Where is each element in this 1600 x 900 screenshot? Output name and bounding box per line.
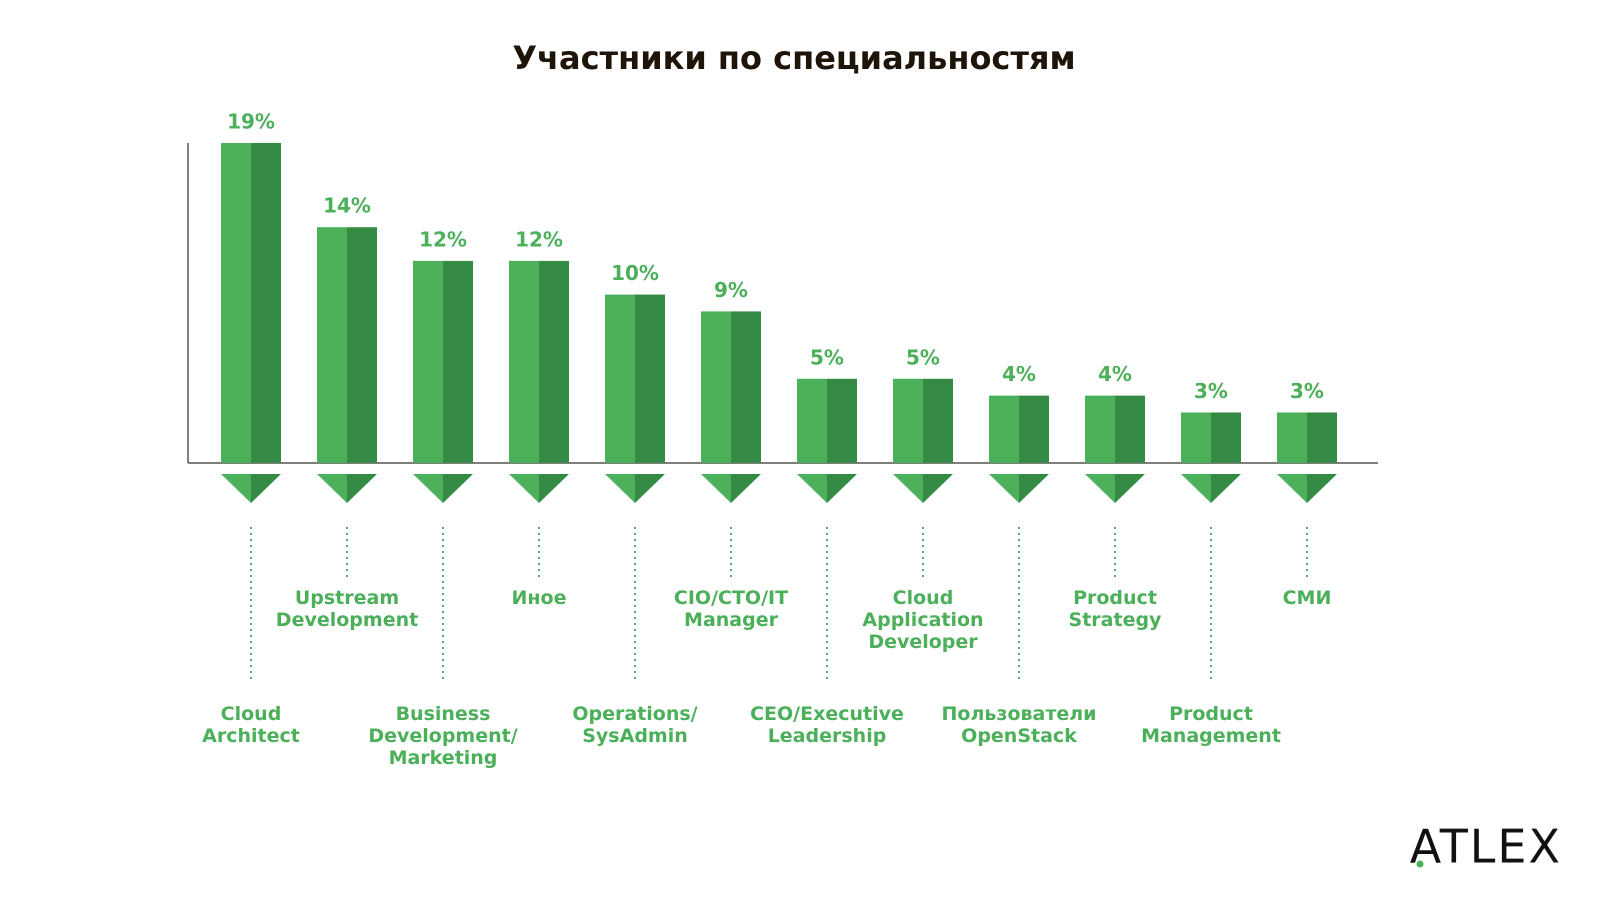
pointer	[347, 474, 377, 503]
bar-half	[539, 260, 569, 463]
pointer	[989, 474, 1019, 503]
value-label: 4%	[1098, 362, 1132, 386]
pointer	[1307, 474, 1337, 503]
pointer	[731, 474, 761, 503]
x-tick-label: Business Development/ Marketing	[368, 703, 518, 769]
value-label: 5%	[810, 345, 844, 369]
pointer	[509, 474, 539, 503]
pointer	[797, 474, 827, 503]
pointer	[923, 474, 953, 503]
bar-half	[413, 260, 443, 463]
bar-half	[1085, 395, 1115, 463]
bar-half	[827, 378, 857, 463]
pointer	[635, 474, 665, 503]
pointer	[539, 474, 569, 503]
bar	[317, 227, 377, 463]
value-label: 12%	[515, 227, 563, 251]
x-tick-label: Cloud Architect	[202, 703, 300, 747]
bar	[1085, 395, 1145, 463]
bar-half	[1277, 412, 1307, 463]
x-tick-label: CEO/Executive Leadership	[750, 703, 904, 747]
pointer	[251, 474, 281, 503]
pointer	[1211, 474, 1241, 503]
bar-half	[1115, 395, 1145, 463]
logo: ATLEX	[1410, 820, 1562, 874]
pointer	[701, 474, 731, 503]
pointer	[317, 474, 347, 503]
pointer	[1085, 474, 1115, 503]
bar-half	[1019, 395, 1049, 463]
pointer	[1115, 474, 1145, 503]
x-tick-label: Иное	[511, 587, 567, 609]
x-tick-label: Product Management	[1141, 703, 1281, 747]
bar-half	[923, 378, 953, 463]
value-label: 19%	[227, 110, 275, 134]
bar	[893, 378, 953, 463]
value-label: 12%	[419, 227, 467, 251]
pointer	[1277, 474, 1307, 503]
pointer	[827, 474, 857, 503]
x-tick-label: Upstream Development	[275, 587, 419, 631]
x-tick-label: СМИ	[1282, 587, 1332, 609]
pointer	[221, 474, 251, 503]
bar-half	[251, 143, 281, 463]
bar-half	[989, 395, 1019, 463]
bar-half	[347, 227, 377, 463]
bar-half	[731, 311, 761, 463]
pointer	[1019, 474, 1049, 503]
pointer	[893, 474, 923, 503]
x-tick-label: Cloud Application Developer	[862, 587, 984, 653]
bar	[413, 260, 473, 463]
chart-title: Участники по специальностям	[512, 39, 1075, 77]
bar-half	[893, 378, 923, 463]
value-label: 3%	[1290, 379, 1324, 403]
bar	[1277, 412, 1337, 463]
x-tick-label: CIO/CTO/IT Manager	[673, 587, 789, 631]
bar-half	[317, 227, 347, 463]
bar-half	[635, 294, 665, 463]
logo-dot	[1416, 860, 1424, 868]
pointer	[1181, 474, 1211, 503]
bar	[605, 294, 665, 463]
value-label: 14%	[323, 194, 371, 218]
bar-half	[221, 143, 251, 463]
value-label: 10%	[611, 261, 659, 285]
bar-half	[1211, 412, 1241, 463]
bar-half	[797, 378, 827, 463]
bar-half	[1307, 412, 1337, 463]
bar	[221, 143, 281, 463]
bar-half	[605, 294, 635, 463]
pointer	[413, 474, 443, 503]
bar	[701, 311, 761, 463]
value-label: 9%	[714, 278, 748, 302]
bar	[797, 378, 857, 463]
bar-half	[443, 260, 473, 463]
bar	[989, 395, 1049, 463]
x-tick-label: Пользователи OpenStack	[941, 703, 1097, 747]
bar	[509, 260, 569, 463]
bar-half	[1181, 412, 1211, 463]
x-tick-label: Product Strategy	[1068, 587, 1162, 631]
bar	[1181, 412, 1241, 463]
x-tick-label: Operations/ SysAdmin	[572, 703, 698, 747]
value-label: 5%	[906, 345, 940, 369]
bar-half	[701, 311, 731, 463]
value-label: 3%	[1194, 379, 1228, 403]
pointer	[443, 474, 473, 503]
bar-half	[509, 260, 539, 463]
value-label: 4%	[1002, 362, 1036, 386]
pointer	[605, 474, 635, 503]
